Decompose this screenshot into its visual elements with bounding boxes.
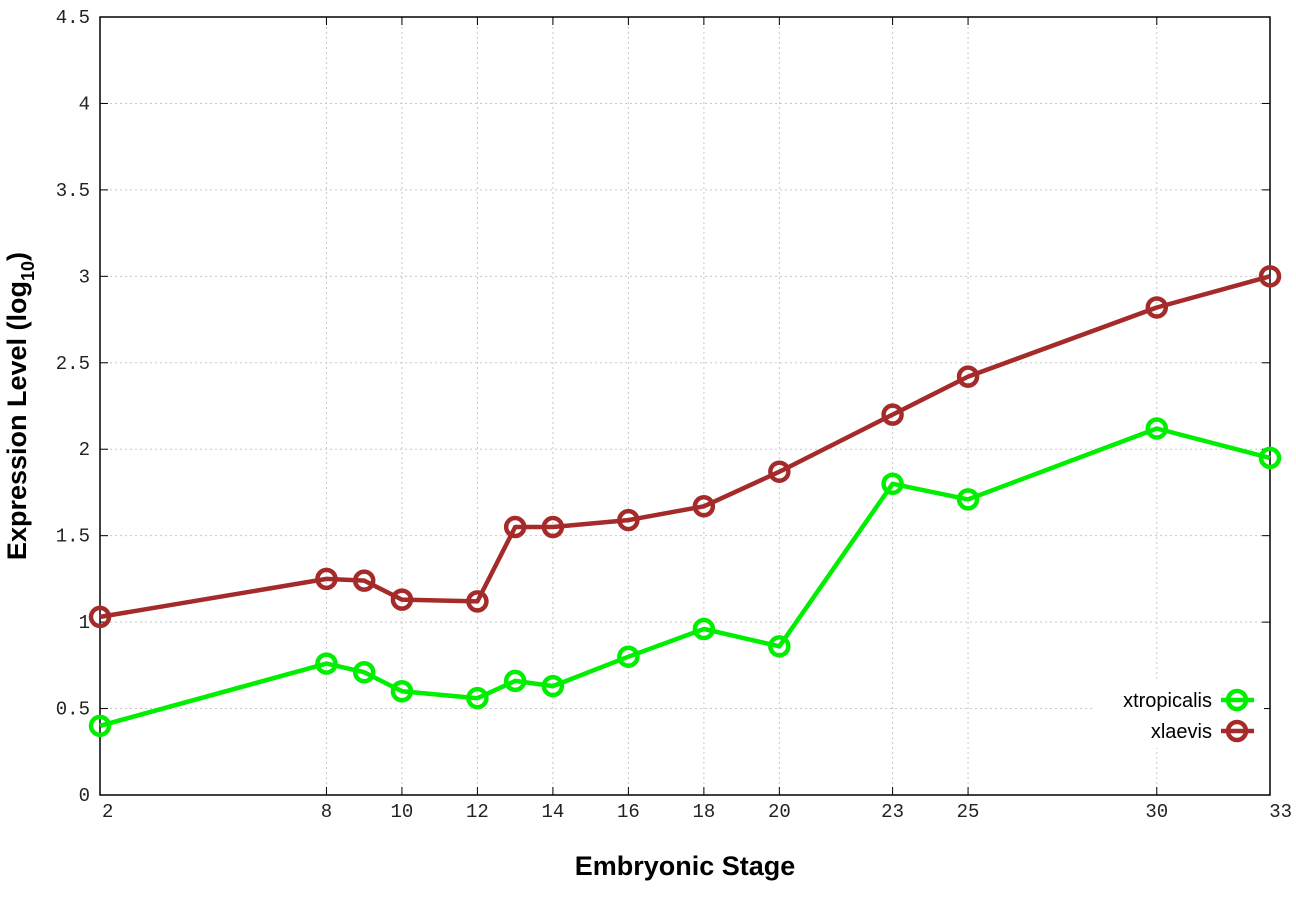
y-tick-label: 1.5 — [56, 526, 90, 548]
x-tick-label: 16 — [617, 801, 640, 823]
data-point-xtropicalis — [692, 617, 716, 641]
x-tick-label: 8 — [321, 801, 332, 823]
data-point-xtropicalis — [768, 635, 791, 658]
data-point-xlaevis — [881, 403, 904, 426]
data-point-xlaevis — [503, 515, 527, 539]
y-tick-label: 1 — [79, 612, 90, 634]
y-tick-label: 4.5 — [56, 7, 90, 29]
y-axis-title: Expression Level (log10) — [2, 252, 38, 560]
x-tick-label: 23 — [881, 801, 904, 823]
grid-lines — [100, 17, 1270, 795]
y-tick-label: 2 — [79, 439, 90, 461]
data-point-xlaevis — [315, 567, 338, 591]
x-tick-label: 18 — [692, 801, 715, 823]
x-axis-title: Embryonic Stage — [575, 851, 796, 881]
data-point-xlaevis — [1258, 265, 1282, 288]
data-point-xtropicalis — [617, 645, 640, 668]
series-line-xlaevis — [99, 274, 1271, 620]
y-tick-label: 0.5 — [56, 699, 90, 721]
legend-marker-xtropicalis — [1225, 688, 1249, 712]
data-point-xlaevis — [956, 365, 980, 388]
y-tick-label: 4 — [79, 93, 90, 115]
data-point-xtropicalis — [466, 686, 489, 710]
y-tick-label: 2.5 — [56, 353, 90, 375]
x-tick-label: 10 — [391, 801, 414, 823]
x-tick-label: 2 — [102, 801, 113, 823]
x-tick-label: 12 — [466, 801, 489, 823]
data-point-xlaevis — [768, 460, 791, 483]
data-point-xtropicalis — [503, 669, 527, 693]
data-point-xtropicalis — [390, 680, 414, 703]
data-point-xlaevis — [88, 605, 112, 629]
data-point-xlaevis — [352, 569, 376, 592]
x-tick-label: 25 — [957, 801, 980, 823]
x-tick-label: 14 — [541, 801, 564, 823]
y-axis-title-close: ) — [2, 252, 32, 261]
x-tick-label: 30 — [1145, 801, 1168, 823]
legend-marker-xlaevis — [1225, 719, 1249, 743]
y-tick-label: 3 — [79, 266, 90, 288]
data-point-xtropicalis — [956, 488, 980, 511]
x-tick-label: 20 — [768, 801, 791, 823]
data-point-xtropicalis — [1145, 417, 1169, 440]
y-tick-label: 0 — [79, 785, 90, 807]
y-tick-label: 3.5 — [56, 180, 90, 202]
y-axis-title-main: Expression Level (log — [2, 281, 32, 560]
data-point-xlaevis — [1145, 296, 1169, 319]
data-point-xtropicalis — [352, 660, 376, 684]
y-axis-title-subscript: 10 — [18, 261, 38, 281]
legend-label-xlaevis: xlaevis — [1151, 721, 1212, 743]
plot-frame — [99, 16, 1271, 796]
data-point-xtropicalis — [88, 714, 112, 738]
data-point-xlaevis — [541, 515, 565, 539]
data-point-xtropicalis — [315, 652, 338, 675]
data-point-xlaevis — [466, 590, 489, 613]
legend: xtropicalis xlaevis — [1092, 680, 1264, 748]
series-lines — [88, 265, 1282, 738]
data-point-xlaevis — [617, 508, 640, 532]
data-point-xtropicalis — [1258, 446, 1282, 470]
data-point-xlaevis — [692, 495, 716, 518]
legend-label-xtropicalis: xtropicalis — [1123, 690, 1212, 712]
data-point-xtropicalis — [881, 472, 904, 496]
data-point-xtropicalis — [541, 674, 565, 698]
data-point-xlaevis — [390, 588, 414, 611]
x-tick-label: 33 — [1269, 801, 1292, 823]
